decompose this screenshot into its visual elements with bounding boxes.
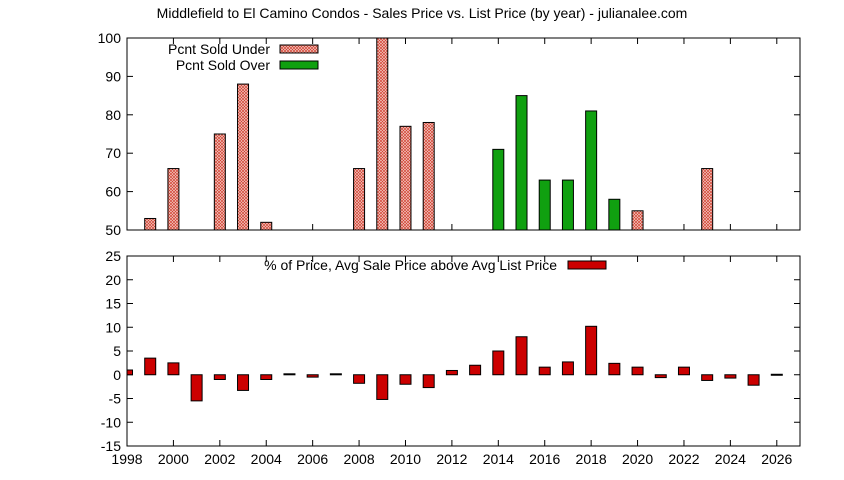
top-ytick-label: 50 bbox=[105, 222, 121, 238]
bar-pct-above-list bbox=[677, 366, 690, 376]
bar-pct-above-list bbox=[445, 369, 458, 376]
bottom-xtick-label: 2012 bbox=[436, 451, 467, 467]
bar-pct-above-list bbox=[538, 366, 551, 376]
bar-pct-above-list bbox=[126, 369, 133, 376]
bar-pct-above-list bbox=[492, 350, 505, 376]
top-ytick-label: 90 bbox=[105, 68, 121, 84]
legend-swatch-over bbox=[279, 60, 319, 70]
bar-sold-under bbox=[353, 168, 366, 231]
chart-title: Middlefield to El Camino Condos - Sales … bbox=[157, 5, 688, 21]
legend-swatch-under bbox=[279, 44, 319, 54]
bar-sold-under bbox=[260, 221, 273, 231]
bottom-ytick-label: -15 bbox=[101, 438, 121, 454]
bar-pct-above-list bbox=[376, 374, 389, 400]
top-ytick-label: 60 bbox=[105, 184, 121, 200]
bar-pct-above-list bbox=[283, 373, 296, 376]
bar-pct-above-list bbox=[631, 366, 644, 376]
bottom-xtick-label: 2004 bbox=[251, 451, 282, 467]
bottom-xtick-label: 2014 bbox=[483, 451, 514, 467]
bar-pct-above-list bbox=[469, 364, 482, 376]
bar-pct-above-list bbox=[770, 373, 783, 376]
bar-pct-above-list bbox=[515, 336, 528, 376]
bar-pct-above-list bbox=[353, 374, 366, 384]
bottom-ytick-label: -10 bbox=[101, 414, 121, 430]
bar-sold-under bbox=[144, 217, 157, 231]
top-frame bbox=[126, 37, 801, 231]
bottom-xtick-label: 2024 bbox=[715, 451, 746, 467]
bottom-ytick-label: 15 bbox=[105, 296, 121, 312]
legend-label-pct: % of Price, Avg Sale Price above Avg Lis… bbox=[264, 257, 557, 273]
bar-pct-above-list bbox=[237, 374, 250, 391]
bottom-ytick-label: 20 bbox=[105, 272, 121, 288]
bar-pct-above-list bbox=[561, 361, 574, 376]
bar-sold-under bbox=[422, 121, 435, 231]
bottom-frame bbox=[126, 255, 801, 447]
bar-pct-above-list bbox=[747, 374, 760, 386]
legend-label-over: Pcnt Sold Over bbox=[176, 57, 270, 73]
bar-pct-above-list bbox=[190, 374, 203, 402]
bar-pct-above-list bbox=[585, 325, 598, 376]
bottom-xtick-label: 2000 bbox=[158, 451, 189, 467]
bar-pct-above-list bbox=[654, 374, 667, 379]
bar-sold-over bbox=[608, 198, 621, 231]
bar-sold-under bbox=[376, 37, 389, 231]
bar-pct-above-list bbox=[306, 374, 319, 378]
bar-pct-above-list bbox=[260, 374, 273, 380]
bottom-ytick-label: -5 bbox=[109, 391, 122, 407]
bar-pct-above-list bbox=[167, 362, 180, 376]
bottom-ytick-label: 5 bbox=[113, 343, 121, 359]
top-ytick-label: 70 bbox=[105, 145, 121, 161]
bottom-xtick-label: 2020 bbox=[622, 451, 653, 467]
bottom-ytick-label: 0 bbox=[113, 367, 121, 383]
bottom-xtick-label: 2008 bbox=[343, 451, 374, 467]
bar-pct-above-list bbox=[422, 374, 435, 389]
bar-sold-over bbox=[561, 179, 574, 231]
bar-sold-under bbox=[631, 210, 644, 231]
bar-pct-above-list bbox=[213, 374, 226, 380]
bar-sold-over bbox=[515, 95, 528, 231]
bottom-xtick-label: 2016 bbox=[529, 451, 560, 467]
bar-pct-above-list bbox=[399, 374, 412, 385]
bar-sold-under bbox=[237, 83, 250, 231]
bar-sold-over bbox=[585, 110, 598, 231]
bar-pct-above-list bbox=[329, 373, 342, 376]
bottom-xtick-label: 2018 bbox=[576, 451, 607, 467]
bottom-ytick-label: 10 bbox=[105, 319, 121, 335]
top-ytick-label: 100 bbox=[98, 30, 122, 46]
bar-sold-under bbox=[701, 168, 714, 231]
bottom-ytick-label: 25 bbox=[105, 248, 121, 264]
legend-label-under: Pcnt Sold Under bbox=[168, 41, 270, 57]
legend-swatch-pct bbox=[567, 260, 607, 270]
bottom-xtick-label: 2002 bbox=[204, 451, 235, 467]
bottom-xtick-label: 2010 bbox=[390, 451, 421, 467]
bottom-xtick-label: 2026 bbox=[761, 451, 792, 467]
bottom-xtick-label: 2006 bbox=[297, 451, 328, 467]
bar-sold-over bbox=[492, 148, 505, 231]
bar-pct-above-list bbox=[608, 362, 621, 376]
bottom-xtick-label: 1998 bbox=[111, 451, 142, 467]
bar-sold-under bbox=[167, 168, 180, 231]
top-ytick-label: 80 bbox=[105, 107, 121, 123]
bar-sold-under bbox=[399, 125, 412, 231]
bar-sold-over bbox=[538, 179, 551, 231]
bar-sold-under bbox=[213, 133, 226, 231]
bottom-panel: -15 -10 -5 0 5 10 15 20 25 1998 2000 2002 2004 2006 20… bbox=[101, 248, 801, 467]
bar-pct-above-list bbox=[701, 374, 714, 381]
bar-pct-above-list bbox=[144, 357, 157, 376]
bottom-xtick-label: 2022 bbox=[668, 451, 699, 467]
bar-pct-above-list bbox=[724, 374, 737, 379]
